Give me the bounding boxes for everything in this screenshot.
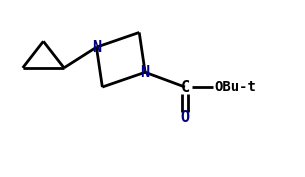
Text: N: N (141, 65, 150, 80)
Text: N: N (92, 40, 101, 55)
Text: C: C (180, 79, 189, 95)
Text: O: O (180, 110, 189, 125)
Text: OBu-t: OBu-t (214, 80, 256, 94)
